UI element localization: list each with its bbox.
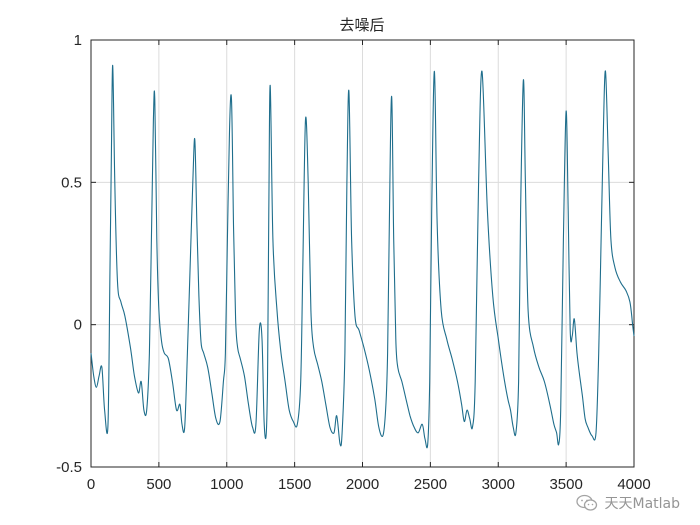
series-line <box>90 65 635 449</box>
y-tick-label: 0 <box>74 317 82 334</box>
wechat-icon <box>576 494 598 511</box>
watermark: 天天Matlab <box>576 493 680 513</box>
x-tick-label: 2000 <box>346 476 379 493</box>
x-tick-label: 4000 <box>617 476 650 493</box>
y-tick-label: 0.5 <box>61 174 82 191</box>
x-tick-label: 500 <box>146 476 171 493</box>
watermark-text: 天天Matlab <box>604 496 680 512</box>
x-tick-label: 3000 <box>482 476 515 493</box>
x-tick-label: 0 <box>87 476 95 493</box>
x-tick-label: 2500 <box>414 476 447 493</box>
x-tick-label: 3500 <box>549 476 582 493</box>
x-tick-label: 1500 <box>278 476 311 493</box>
y-tick-label: 1 <box>74 32 82 49</box>
chart-title: 去噪后 <box>339 16 384 34</box>
y-tick-label: -0.5 <box>56 459 82 476</box>
x-tick-label: 1000 <box>210 476 243 493</box>
grid-lines <box>91 40 634 467</box>
axis-ticks: 0 500 1000 1500 2000 2500 3000 3500 4000 -0.5 0 0.5… <box>56 32 651 493</box>
